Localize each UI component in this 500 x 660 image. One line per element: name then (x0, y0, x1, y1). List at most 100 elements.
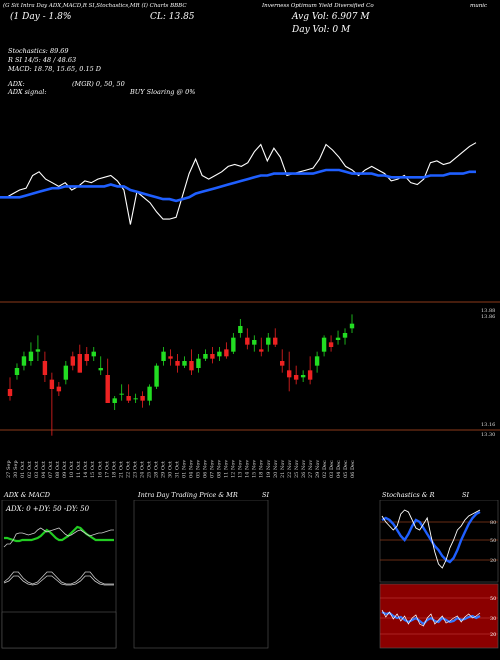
stoch-panel-frame (379, 500, 499, 583)
date-label: 28 Oct (153, 461, 159, 478)
date-label: 16 Oct (97, 461, 103, 478)
rsi-20-label: 20 (490, 632, 496, 638)
candle-body (84, 354, 89, 361)
date-label: 09 Oct (62, 461, 68, 478)
date-label: 11 Nov (224, 460, 230, 478)
date-label: 22 Nov (287, 460, 293, 478)
candle-body (280, 361, 285, 366)
date-label: 04 Nov (189, 460, 195, 478)
date-label: 22 Oct (125, 461, 131, 478)
candle-body (77, 354, 82, 373)
stoch-white-line (381, 509, 481, 569)
rsi-readout: R SI 14/5: 48 / 48.63 (8, 56, 77, 64)
candle-body (321, 337, 327, 352)
date-label: 07 Nov (210, 460, 216, 478)
macd-panel-frame (1, 611, 117, 649)
date-label: 10 Oct (69, 461, 75, 478)
date-label: 11 Oct (76, 461, 82, 478)
header-avg-vol: Avg Vol: 6.907 M (292, 12, 370, 22)
candle-body (273, 337, 278, 345)
date-label: 27 Sep (6, 460, 12, 478)
candle-body (300, 375, 306, 378)
price-line-white (0, 142, 477, 225)
indicator-top (0, 142, 477, 225)
date-label: 27 Nov (308, 460, 314, 478)
candle-body (307, 370, 313, 380)
candle-body (161, 351, 166, 361)
date-label: 25 Nov (294, 460, 300, 478)
date-label: 14 Nov (245, 460, 251, 478)
candle-body (21, 356, 27, 366)
header-title: (G Sit Intra Day ADX,MACD,R SI,Stochasti… (3, 3, 187, 9)
date-label: 29 Oct (160, 461, 166, 478)
candle-body (293, 375, 299, 380)
header-day-vol: Day Vol: 0 M (292, 25, 351, 35)
macd-white-line-2 (3, 575, 114, 586)
price-label-top-2: 13.86 (481, 314, 495, 320)
date-label: 18 Oct (111, 461, 117, 478)
date-label: 15 Nov (252, 460, 258, 478)
date-label: 15 Oct (90, 461, 96, 478)
candle-body (14, 368, 20, 375)
buy-signal: BUY Sloaring @ 0% (130, 88, 196, 96)
date-label: 04 Dec (336, 460, 342, 478)
stoch-20-label: 20 (490, 558, 496, 564)
adx-value: (MGR) 0, 50, 50 (72, 80, 125, 88)
candle-body (168, 356, 173, 359)
rsi-panel-frame (379, 583, 499, 649)
candle-body (231, 337, 236, 352)
price-label-bottom-2: 13.30 (481, 432, 495, 438)
candle-body (349, 323, 355, 329)
candle-body (314, 356, 320, 366)
candlestick-series (7, 314, 355, 436)
mid-panel-title-tail: SI (262, 491, 270, 499)
candle-body (49, 379, 55, 389)
adx-signal: ADX signal: (8, 88, 47, 96)
candle-body (119, 393, 124, 395)
candle-body (203, 354, 208, 359)
date-label: 02 Dec (322, 460, 328, 478)
candle-body (217, 351, 222, 357)
candle-body (342, 333, 348, 338)
candle-body (56, 386, 62, 392)
candle-body (28, 351, 34, 361)
candle-body (224, 349, 229, 357)
date-label: 17 Oct (104, 461, 110, 478)
date-label: 01 Oct (20, 461, 26, 478)
candle-body (210, 354, 215, 359)
left-panel-title: ADX & MACD (4, 491, 50, 499)
candle-body (70, 356, 76, 366)
date-label: 24 Oct (139, 461, 145, 478)
adx-green-line (4, 525, 114, 543)
adx-panel-label: ADX: 0 +DY: 50 -DY: 50 (5, 505, 90, 513)
header-company-tail: munic (470, 3, 488, 9)
candle-body (63, 365, 69, 380)
candle-body (266, 337, 271, 345)
rsi-white-line (381, 609, 481, 627)
date-label: 06 Dec (350, 460, 356, 478)
date-label: 21 Oct (118, 461, 124, 478)
date-label: 12 Nov (231, 460, 237, 478)
price-label-top-1: 13.88 (481, 308, 495, 314)
rsi-blue-line (381, 611, 481, 626)
date-label: 04 Oct (41, 461, 47, 478)
mid-panel-title: Intra Day Trading Price & MR (138, 491, 238, 499)
rsi-30-label: 30 (490, 616, 496, 622)
date-label: 01 Nov (182, 460, 188, 478)
candle-body (105, 375, 110, 403)
date-label: 05 Dec (343, 460, 349, 478)
stoch-blue-line (381, 510, 481, 564)
date-label: 02 Oct (27, 461, 33, 478)
date-label: 06 Nov (203, 460, 209, 478)
date-label: 25 Oct (146, 461, 152, 478)
date-label: 05 Nov (196, 460, 202, 478)
candle-body (175, 361, 180, 366)
candle-body (189, 361, 194, 371)
moving-average-blue (0, 168, 476, 203)
candle-body (126, 396, 131, 401)
candle-body (35, 349, 41, 352)
candle-body (182, 361, 187, 366)
date-label: 26 Nov (301, 460, 307, 478)
intraday-panel-frame (133, 500, 269, 649)
